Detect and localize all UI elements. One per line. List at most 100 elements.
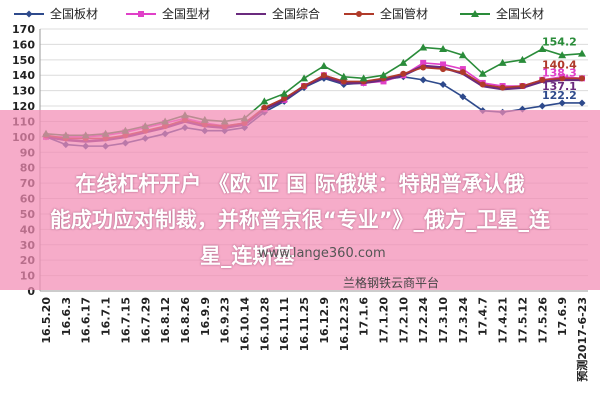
legend-label: 全国板材 <box>50 6 98 21</box>
x-tick-label: 16.10.28 <box>258 297 271 351</box>
data-point <box>439 80 447 88</box>
data-point <box>459 93 467 101</box>
x-tick-label: 16.6.17 <box>80 297 93 344</box>
y-tick-label: 170 <box>12 23 35 36</box>
data-point <box>499 84 506 91</box>
data-point <box>419 76 427 84</box>
x-tick-label: 16.12.23 <box>338 297 351 351</box>
data-point <box>471 10 479 17</box>
data-point <box>280 89 289 97</box>
data-point <box>260 97 269 105</box>
data-point <box>420 64 427 71</box>
x-tick-label: 16.11.11 <box>278 297 291 351</box>
data-point <box>459 69 466 76</box>
data-point <box>459 66 466 73</box>
data-point <box>320 72 327 79</box>
x-tick-label: 17.2.10 <box>397 297 410 344</box>
x-tick-label: 17.3.10 <box>437 297 450 344</box>
x-tick-label: 16.11.25 <box>298 297 311 351</box>
x-tick-label: 17.3.24 <box>457 297 470 344</box>
data-point <box>356 11 362 17</box>
data-point <box>319 61 328 69</box>
overlay-text-line-3: 星_连斯基 <box>200 244 295 268</box>
x-tick-label: 16.7.29 <box>139 297 152 344</box>
data-point <box>498 58 507 66</box>
data-point <box>379 71 388 79</box>
legend-item: 全国长材 <box>460 6 544 21</box>
watermark-source: 兰格钢铁云商平台 <box>343 276 440 290</box>
x-tick-label: 17.4.21 <box>497 297 510 344</box>
legend-item: 全国综合 <box>236 6 320 21</box>
data-point <box>578 99 586 107</box>
data-point <box>538 45 547 53</box>
y-tick-label: 120 <box>12 100 35 113</box>
overlay-banner: 在线杠杆开户 《欧 亚 国 际俄媒：特朗普承认俄 能成功应对制裁，并称普京很“专… <box>0 110 600 290</box>
data-point <box>478 69 487 77</box>
legend: 全国板材 全国型材 全国综合 全国管材 全国长材 <box>14 6 544 21</box>
data-point <box>458 51 467 59</box>
data-point <box>419 43 428 51</box>
x-tick-label: 17.5.12 <box>516 297 529 344</box>
legend-label: 全国综合 <box>272 6 320 21</box>
data-point <box>558 99 566 107</box>
data-point <box>399 58 408 66</box>
x-tick-label: 17.4.7 <box>477 297 490 336</box>
legend-item: 全国板材 <box>14 6 98 21</box>
x-tick-label: 预测2017-6-23 <box>575 297 589 382</box>
data-point <box>519 83 526 90</box>
legend-label: 全国型材 <box>162 6 210 21</box>
end-value-label: 138.3 <box>542 66 577 79</box>
y-tick-label: 0 <box>27 285 35 298</box>
end-value-label: 154.2 <box>542 36 577 49</box>
x-tick-label: 16.12.9 <box>318 297 331 344</box>
data-point <box>339 72 348 80</box>
data-point <box>261 104 268 111</box>
data-point <box>25 10 33 18</box>
x-tick-label: 17.1.6 <box>358 297 371 336</box>
y-tick-label: 160 <box>12 38 35 51</box>
data-point <box>138 11 144 17</box>
watermark-url: www.lange360.com <box>258 246 386 261</box>
data-point <box>579 75 585 82</box>
x-tick-label: 17.2.24 <box>417 297 430 344</box>
data-point <box>439 45 448 53</box>
x-tick-label: 16.9.23 <box>219 297 232 344</box>
data-point <box>420 59 427 66</box>
x-tick-label: 16.5.20 <box>40 297 53 344</box>
legend-item: 全国管材 <box>344 6 428 21</box>
data-point <box>559 75 566 82</box>
x-tick-label: 17.6.9 <box>556 297 569 336</box>
end-value-label: 140.4 <box>542 58 577 71</box>
data-point <box>578 49 586 57</box>
x-tick-label: 16.10.14 <box>239 297 252 352</box>
data-point <box>281 95 288 102</box>
data-point <box>380 78 387 85</box>
data-point <box>300 74 309 82</box>
legend-label: 全国长材 <box>496 6 544 21</box>
y-tick-label: 150 <box>12 54 35 67</box>
overlay-text-line-2: 能成功应对制裁，并称普京很“专业”》_俄方_卫星_连 <box>49 208 551 232</box>
x-axis-ticks: 16.5.20 16.6.3 16.6.17 16.7.1 16.7.15 16.7.29… <box>40 297 589 382</box>
x-tick-label: 16.6.3 <box>60 297 73 336</box>
data-point <box>538 102 546 110</box>
y-tick-label: 130 <box>12 85 35 98</box>
end-value-label: 122.2 <box>542 89 577 102</box>
x-tick-label: 16.9.9 <box>199 297 212 336</box>
x-tick-label: 17.5.26 <box>536 297 549 344</box>
legend-item: 全国型材 <box>126 6 210 21</box>
end-value-label: 137.1 <box>542 80 577 93</box>
x-tick-label: 17.1.20 <box>377 297 390 344</box>
x-tick-label: 16.8.26 <box>179 297 192 344</box>
y-tick-label: 140 <box>12 69 35 82</box>
data-point <box>359 74 368 82</box>
x-tick-label: 16.8.12 <box>159 297 172 344</box>
data-point <box>558 51 567 59</box>
data-point <box>400 70 407 77</box>
x-tick-label: 16.7.15 <box>119 297 132 344</box>
data-point <box>539 76 546 83</box>
data-point <box>518 55 527 63</box>
data-point <box>440 61 447 68</box>
legend-label: 全国管材 <box>380 6 428 21</box>
overlay-text-line-1: 在线杠杆开户 《欧 亚 国 际俄媒：特朗普承认俄 <box>75 172 525 196</box>
